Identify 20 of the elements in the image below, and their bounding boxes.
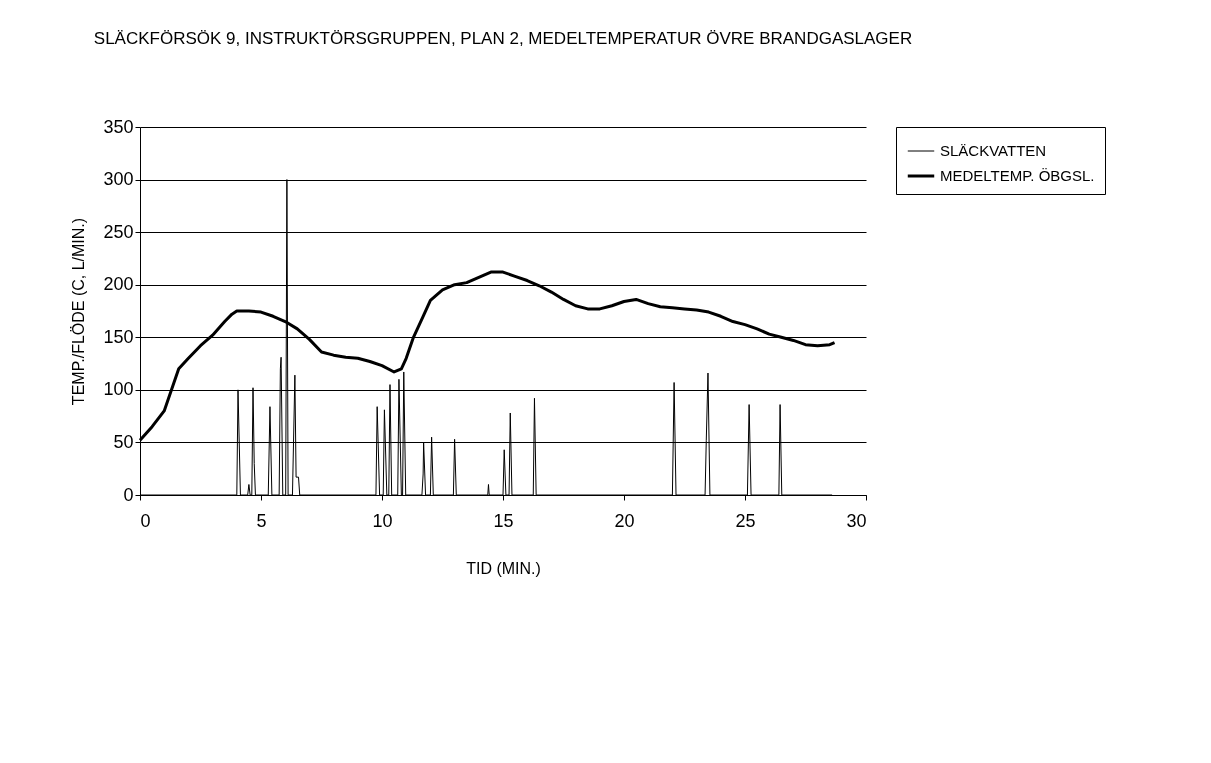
y-tick-label: 200 xyxy=(103,274,134,295)
x-tick-label: 15 xyxy=(493,510,514,531)
y-tick-label: 50 xyxy=(113,431,134,452)
y-tick-label: 250 xyxy=(103,221,134,242)
x-axis-title: TID (MIN.) xyxy=(466,559,541,577)
legend-label: MEDELTEMP. ÖBGSL. xyxy=(940,167,1095,184)
y-axis-title: TEMP./FLÖDE (C, L/MIN.) xyxy=(70,217,88,406)
y-tick-label: 350 xyxy=(103,116,134,137)
y-tick-label: 100 xyxy=(103,379,134,400)
legend-label: SLÄCKVATTEN xyxy=(940,142,1047,159)
x-tick-label: 10 xyxy=(372,510,393,531)
y-tick-label: 300 xyxy=(103,169,134,190)
x-tick-label: 0 xyxy=(140,510,151,531)
y-tick-label: 0 xyxy=(123,484,134,505)
x-tick-label: 25 xyxy=(735,510,756,531)
y-tick-label: 150 xyxy=(103,326,134,347)
x-tick-label: 30 xyxy=(846,510,867,531)
x-tick-label: 20 xyxy=(614,510,635,531)
x-tick-label: 5 xyxy=(256,510,267,531)
chart-title: SLÄCKFÖRSÖK 9, INSTRUKTÖRSGRUPPEN, PLAN 2, MEDELTEMPERATUR ÖVRE BRANDGASLAGER xyxy=(93,29,913,48)
